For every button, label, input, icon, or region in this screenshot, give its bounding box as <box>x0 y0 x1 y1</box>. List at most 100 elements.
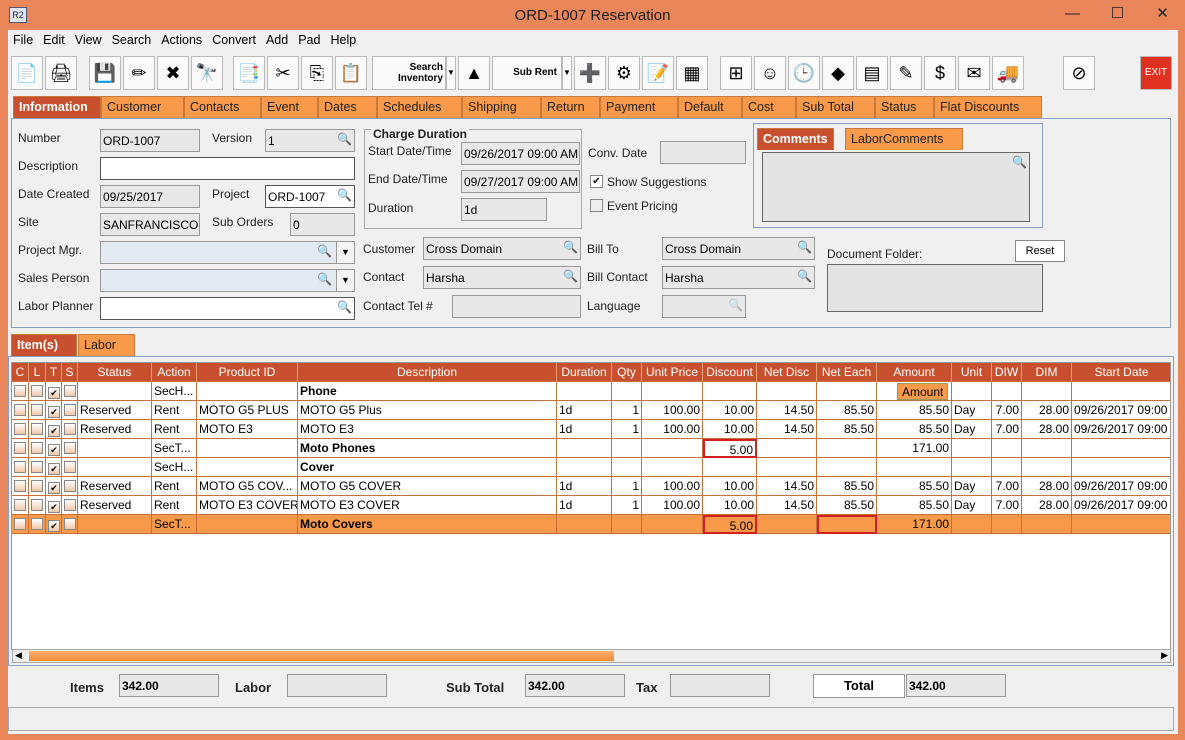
cell-duration[interactable] <box>557 458 612 477</box>
menu-help[interactable]: Help <box>330 33 357 47</box>
cell-status[interactable]: Reserved <box>78 496 152 515</box>
cell-unit-price[interactable] <box>642 382 703 401</box>
menu-add[interactable]: Add <box>265 33 289 47</box>
search-icon[interactable]: 🔍 <box>337 188 352 202</box>
cell-net-disc[interactable]: 14.50 <box>757 420 817 439</box>
l-checkbox[interactable] <box>31 518 43 530</box>
cell-product-id[interactable]: MOTO E3 <box>197 420 298 439</box>
horizontal-scrollbar[interactable]: ◀ ▶ <box>12 649 1171 663</box>
tab-flat-discounts[interactable]: Flat Discounts <box>934 96 1042 118</box>
s-checkbox[interactable] <box>64 518 76 530</box>
cell-duration[interactable]: 1d <box>557 496 612 515</box>
t-checkbox[interactable]: ✔ <box>48 463 60 475</box>
t-checkbox[interactable]: ✔ <box>48 444 60 456</box>
save-button[interactable]: 💾 <box>89 56 121 90</box>
tab-return[interactable]: Return <box>541 96 600 118</box>
comments-field[interactable]: 🔍 <box>762 152 1030 222</box>
cell-qty[interactable]: 1 <box>612 420 642 439</box>
l-checkbox[interactable] <box>31 404 43 416</box>
cell-duration[interactable]: 1d <box>557 401 612 420</box>
cell-net-each[interactable] <box>817 458 877 477</box>
search-icon[interactable]: 🔍 <box>1012 155 1027 169</box>
checklist-button[interactable]: ✎ <box>890 56 922 90</box>
cell-unit-price[interactable]: 100.00 <box>642 496 703 515</box>
event-pricing-checkbox[interactable] <box>590 199 603 212</box>
tab-shipping[interactable]: Shipping <box>462 96 541 118</box>
cell-net-each[interactable] <box>817 515 877 534</box>
column-header-diw[interactable]: DIW <box>992 363 1022 382</box>
column-header-amount[interactable]: Amount <box>877 363 952 382</box>
cell-action[interactable]: Rent <box>152 420 197 439</box>
sub-orders-field[interactable]: 0 <box>290 213 355 236</box>
cell-unit[interactable]: Day <box>952 420 992 439</box>
cell-description[interactable]: Moto Phones <box>298 439 557 458</box>
notes-money-button[interactable]: ✉ <box>958 56 990 90</box>
cell-diw[interactable] <box>992 439 1022 458</box>
c-checkbox[interactable] <box>14 423 26 435</box>
cell-product-id[interactable] <box>197 458 298 477</box>
cell-amount[interactable]: 85.50 <box>877 401 952 420</box>
table-row[interactable]: ✔ SecT... Moto Phones 5.00 171.00 <box>12 439 1170 458</box>
cell-duration[interactable] <box>557 439 612 458</box>
search-icon[interactable]: 🔍 <box>317 272 332 286</box>
column-header-duration[interactable]: Duration <box>557 363 612 382</box>
s-checkbox[interactable] <box>64 461 76 473</box>
version-field[interactable]: 1 🔍 <box>265 129 355 152</box>
cell-product-id[interactable] <box>197 382 298 401</box>
menu-search[interactable]: Search <box>111 33 152 47</box>
t-checkbox[interactable]: ✔ <box>48 425 60 437</box>
cell-qty[interactable]: 1 <box>612 401 642 420</box>
tab-items[interactable]: Item(s) <box>11 334 77 356</box>
colors-button[interactable]: ▤ <box>856 56 888 90</box>
cell-amount[interactable]: 171.00 <box>877 439 952 458</box>
cell-discount[interactable]: 10.00 <box>703 477 757 496</box>
cell-net-disc[interactable]: 14.50 <box>757 496 817 515</box>
cell-dim[interactable]: 28.00 <box>1022 401 1072 420</box>
c-checkbox[interactable] <box>14 442 26 454</box>
table-row[interactable]: ✔ Reserved Rent MOTO G5 PLUS MOTO G5 Plus 1d 1… <box>12 401 1170 420</box>
table-row[interactable]: ✔ Reserved Rent MOTO E3 COVER MOTO E3 COVER 1… <box>12 496 1170 515</box>
cell-discount[interactable] <box>703 382 757 401</box>
cell-description[interactable]: MOTO E3 COVER <box>298 496 557 515</box>
menu-view[interactable]: View <box>74 33 102 47</box>
t-checkbox[interactable]: ✔ <box>48 520 60 532</box>
number-field[interactable]: ORD-1007 <box>100 129 200 152</box>
labor-planner-field[interactable]: 🔍 <box>100 297 355 320</box>
cell-net-disc[interactable] <box>757 515 817 534</box>
binoculars-button[interactable]: 🔭 <box>191 56 223 90</box>
search-inventory-dropdown[interactable]: ▼ <box>446 56 456 90</box>
table-row[interactable]: ✔ SecT... Moto Covers 5.00 171.00 <box>12 515 1170 534</box>
scrollbar-thumb[interactable] <box>29 651 614 661</box>
search-icon[interactable]: 🔍 <box>797 269 812 283</box>
cell-start-date[interactable]: 09/26/2017 09:00 <box>1072 420 1170 439</box>
cell-amount[interactable]: 85.50 <box>877 477 952 496</box>
cell-diw[interactable] <box>992 382 1022 401</box>
add-button[interactable]: ➕ <box>574 56 606 90</box>
cell-duration[interactable]: 1d <box>557 420 612 439</box>
cell-description[interactable]: Cover <box>298 458 557 477</box>
minimize-button[interactable]: — <box>1065 5 1080 22</box>
cell-status[interactable] <box>78 515 152 534</box>
notes-button[interactable]: 📝 <box>642 56 674 90</box>
cell-status[interactable]: Reserved <box>78 401 152 420</box>
column-header-description[interactable]: Description <box>298 363 557 382</box>
cell-dim[interactable] <box>1022 439 1072 458</box>
money-button[interactable]: $ <box>924 56 956 90</box>
cell-amount[interactable]: 85.50 <box>877 496 952 515</box>
end-field[interactable]: 09/27/2017 09:00 AM <box>461 170 580 193</box>
cell-unit[interactable] <box>952 515 992 534</box>
cell-start-date[interactable] <box>1072 439 1170 458</box>
cell-action[interactable]: SecH... <box>152 382 197 401</box>
cell-duration[interactable]: 1d <box>557 477 612 496</box>
reset-button[interactable]: Reset <box>1015 240 1065 262</box>
cell-diw[interactable]: 7.00 <box>992 496 1022 515</box>
cell-start-date[interactable]: 09/26/2017 09:00 <box>1072 401 1170 420</box>
cell-net-disc[interactable] <box>757 458 817 477</box>
cell-diw[interactable] <box>992 458 1022 477</box>
c-checkbox[interactable] <box>14 385 26 397</box>
cell-discount[interactable]: 10.00 <box>703 401 757 420</box>
new-document-button[interactable]: 📄 <box>11 56 43 90</box>
l-checkbox[interactable] <box>31 423 43 435</box>
site-field[interactable]: SANFRANCISCO <box>100 213 200 236</box>
show-suggestions-checkbox[interactable]: ✔ <box>590 175 603 188</box>
